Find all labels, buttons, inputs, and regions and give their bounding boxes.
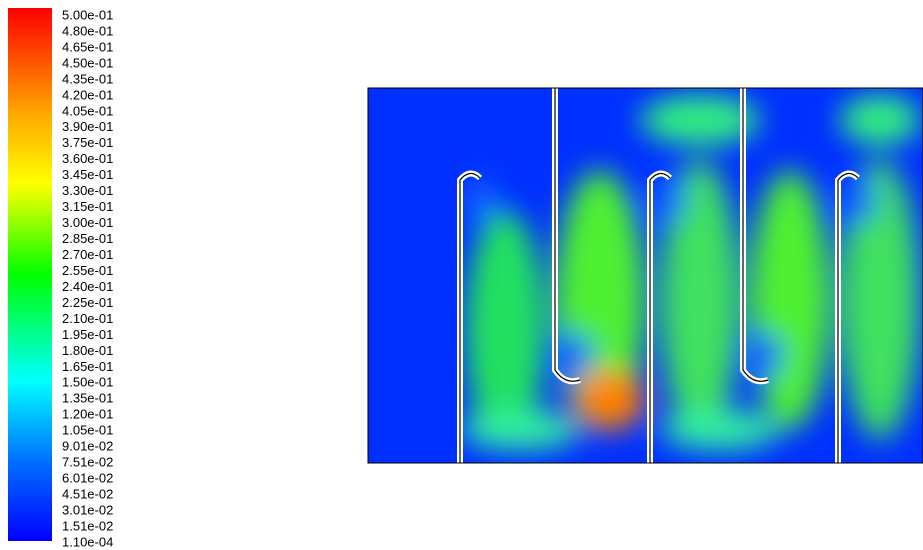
colorbar-label: 4.35e-01 — [62, 71, 113, 86]
colorbar-label: 3.00e-01 — [62, 215, 113, 230]
colorbar-label: 3.45e-01 — [62, 167, 113, 182]
colorbar-label: 3.90e-01 — [62, 119, 113, 134]
colorbar-label: 1.65e-01 — [62, 359, 113, 374]
colorbar-labels: 5.00e-014.80e-014.65e-014.50e-014.35e-01… — [62, 7, 113, 549]
colorbar-label: 4.65e-01 — [62, 39, 113, 54]
colorbar-label: 1.51e-02 — [62, 518, 113, 533]
colorbar-label: 4.50e-01 — [62, 55, 113, 70]
colorbar-label: 1.10e-04 — [62, 534, 113, 549]
colorbar-label: 3.75e-01 — [62, 135, 113, 150]
colorbar-label: 2.25e-01 — [62, 295, 113, 310]
colorbar-label: 1.05e-01 — [62, 423, 113, 438]
colorbar-label: 1.35e-01 — [62, 391, 113, 406]
colorbar-label: 2.85e-01 — [62, 231, 113, 246]
colorbar-label: 2.55e-01 — [62, 263, 113, 278]
colorbar-label: 2.70e-01 — [62, 247, 113, 262]
colorbar-label: 3.30e-01 — [62, 183, 113, 198]
colorbar-label: 1.20e-01 — [62, 407, 113, 422]
contour-field — [368, 88, 923, 463]
colorbar-label: 3.15e-01 — [62, 199, 113, 214]
colorbar-label: 9.01e-02 — [62, 439, 113, 454]
colorbar-label: 5.00e-01 — [62, 7, 113, 22]
colorbar-label: 2.10e-01 — [62, 311, 113, 326]
colorbar-label: 4.05e-01 — [62, 103, 113, 118]
colorbar-label: 1.80e-01 — [62, 343, 113, 358]
colorbar — [8, 8, 52, 541]
colorbar-label: 6.01e-02 — [62, 471, 113, 486]
colorbar-label: 1.95e-01 — [62, 327, 113, 342]
colorbar-label: 4.80e-01 — [62, 23, 113, 38]
colorbar-label: 3.01e-02 — [62, 502, 113, 517]
colorbar-label: 3.60e-01 — [62, 151, 113, 166]
colorbar-label: 4.51e-02 — [62, 487, 113, 502]
colorbar-label: 4.20e-01 — [62, 87, 113, 102]
contour-plot: 5.00e-014.80e-014.65e-014.50e-014.35e-01… — [0, 0, 923, 550]
colorbar-label: 7.51e-02 — [62, 455, 113, 470]
colorbar-label: 1.50e-01 — [62, 375, 113, 390]
colorbar-label: 2.40e-01 — [62, 279, 113, 294]
